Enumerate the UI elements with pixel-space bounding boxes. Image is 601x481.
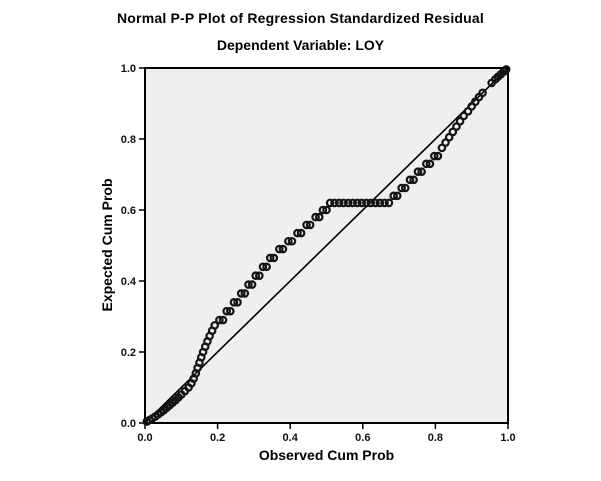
pp-data-point [258, 262, 268, 272]
pp-data-point [236, 289, 246, 298]
pp-data-point [409, 175, 418, 185]
pp-data-point [343, 198, 353, 208]
x-axis-tick-label: 1.0 [500, 432, 515, 444]
pp-data-point [392, 191, 402, 201]
pp-data-point [375, 198, 385, 208]
pp-data-point [218, 315, 228, 325]
pp-data-point [389, 191, 398, 201]
chart-title: Normal P-P Plot of Regression Standardiz… [116, 10, 484, 26]
pp-data-point [262, 262, 271, 272]
x-axis-title: Observed Cum Prob [258, 447, 395, 463]
pp-data-point [417, 167, 426, 176]
pp-data-point [459, 111, 469, 121]
pp-data-point [425, 159, 435, 169]
pp-data-point [322, 205, 331, 215]
pp-data-point [400, 183, 410, 193]
pp-data-point [430, 151, 439, 161]
pp-data-point [244, 280, 253, 289]
pp-data-point [339, 198, 348, 208]
pp-data-point [357, 198, 367, 208]
x-axis-tick-label: 0.2 [210, 432, 225, 444]
pp-data-point [478, 88, 487, 98]
pp-data-point [380, 198, 389, 208]
pp-data-point [265, 253, 275, 263]
pp-data-point [278, 244, 288, 254]
identity-reference-line [144, 67, 509, 424]
y-axis-tick-label: 0.4 [121, 276, 137, 288]
pp-data-point [275, 244, 284, 254]
chart-subtitle: Dependent Variable: LOY [216, 37, 385, 53]
pp-data-point [314, 212, 324, 222]
pp-data-point [413, 167, 423, 176]
pp-data-point [433, 151, 443, 161]
pp-data-point [293, 228, 302, 238]
pp-data-point [325, 198, 335, 208]
pp-data-point [422, 159, 431, 169]
pp-data-point [501, 65, 511, 74]
pp-data-point [233, 297, 242, 307]
y-axis-tick-label: 0.2 [121, 347, 136, 359]
pp-data-point [215, 315, 224, 325]
pp-data-point [287, 236, 297, 246]
x-axis-tick-label: 0.0 [137, 432, 152, 444]
pp-data-point [353, 198, 362, 208]
y-axis-title: Expected Cum Prob [99, 178, 115, 312]
y-axis-tick-label: 1.0 [121, 63, 136, 75]
pp-data-point [371, 198, 380, 208]
pp-data-point [255, 271, 264, 280]
pp-data-point [240, 289, 250, 298]
pp-data-point [229, 297, 239, 307]
pp-data-point [302, 220, 311, 230]
x-axis-tick-label: 0.8 [428, 432, 443, 444]
pp-data-point [247, 280, 257, 289]
pp-data-point [311, 212, 320, 222]
y-axis-tick-label: 0.6 [121, 205, 136, 217]
pp-data-point [210, 321, 219, 330]
pp-data-point [284, 236, 293, 246]
pp-data-point [222, 306, 231, 316]
pp-data-point [405, 175, 415, 185]
pp-data-point [251, 271, 261, 280]
x-axis-tick-label: 0.4 [283, 432, 299, 444]
pp-data-point [397, 183, 406, 193]
pp-data-point [269, 253, 279, 263]
pp-data-point [226, 306, 235, 316]
pp-data-point [334, 198, 344, 208]
pp-data-point [384, 198, 394, 208]
y-axis-tick-label: 0.8 [121, 134, 136, 146]
pp-data-point [318, 205, 328, 215]
x-axis-tick-label: 0.6 [355, 432, 370, 444]
pp-data-point [305, 220, 315, 230]
pp-data-point [296, 228, 306, 238]
pp-data-point [348, 198, 357, 208]
y-axis-tick-label: 0.0 [121, 418, 136, 430]
pp-data-point [362, 198, 371, 208]
pp-data-point [330, 198, 339, 208]
pp-data-point [366, 198, 376, 208]
